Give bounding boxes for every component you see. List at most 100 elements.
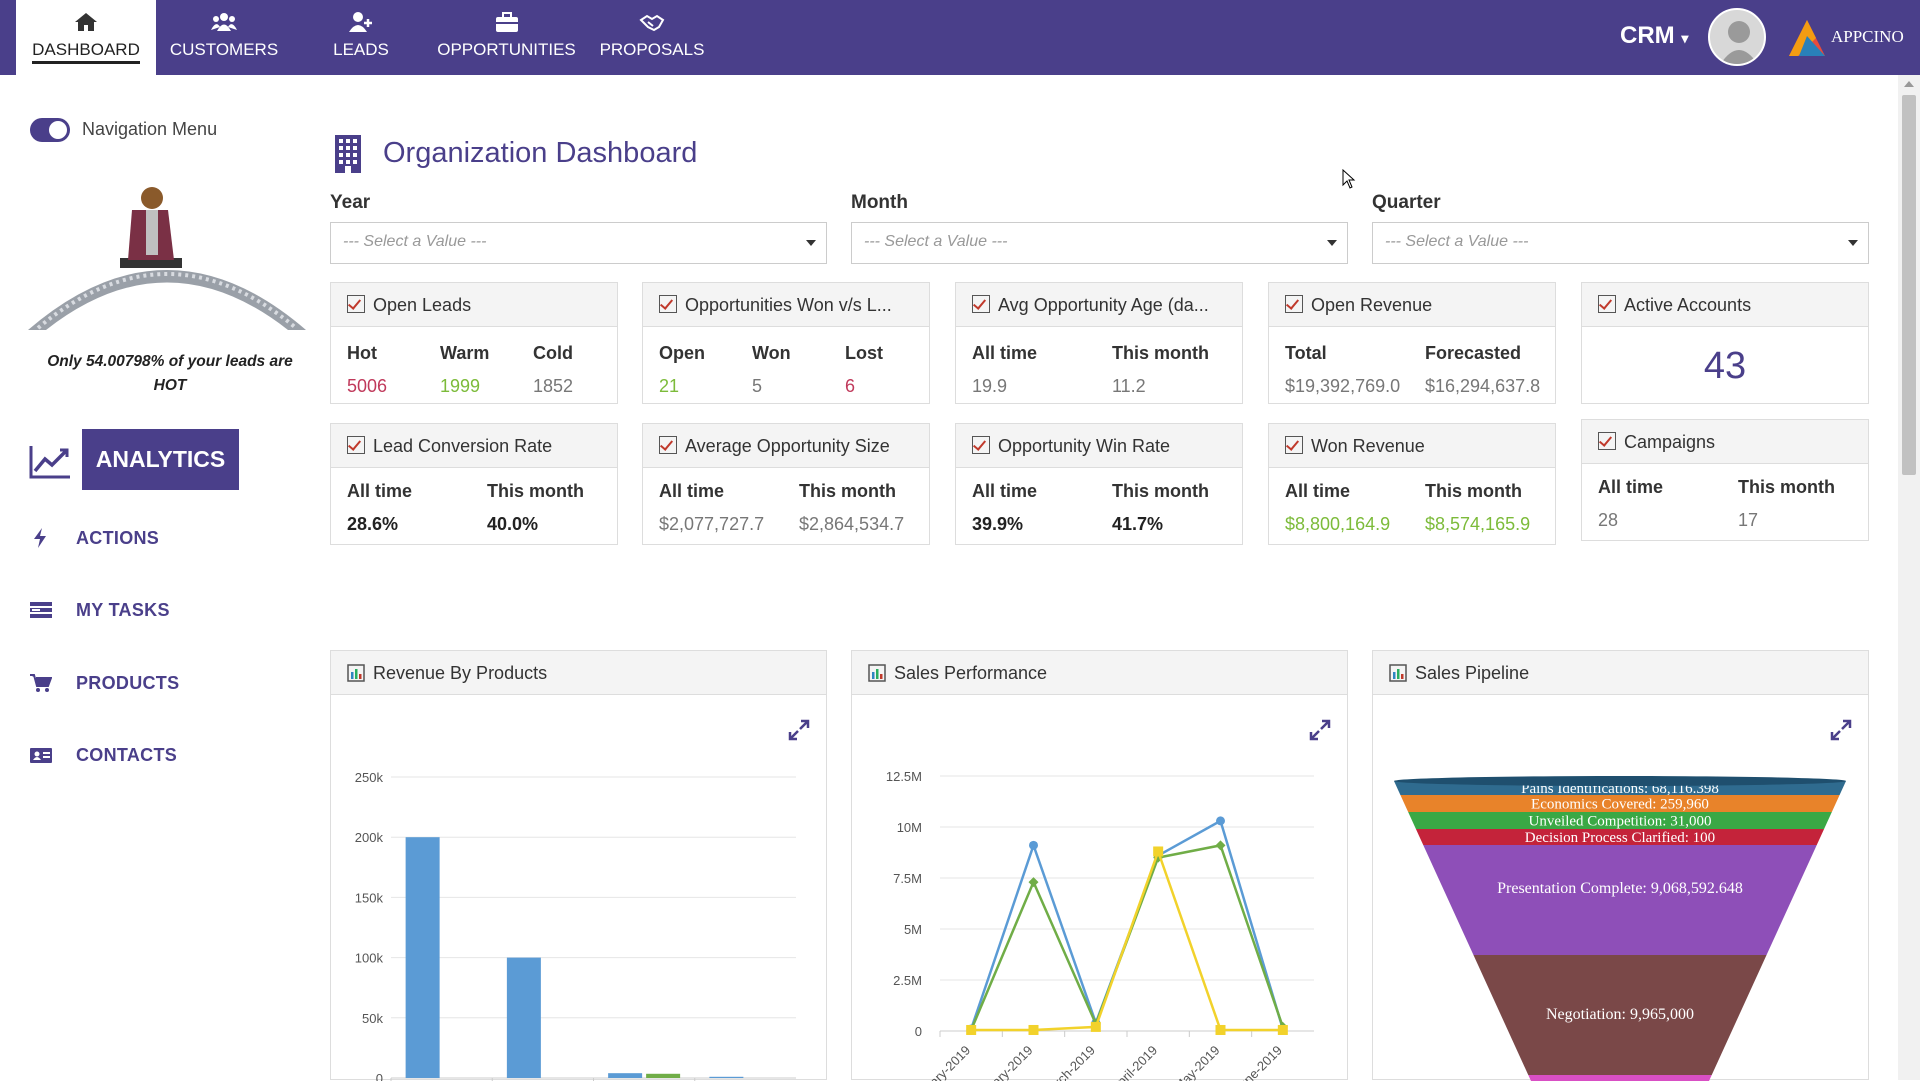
stat-value: 17: [1738, 510, 1759, 530]
funnel-stage: [1423, 845, 1817, 955]
bar: [709, 1076, 744, 1078]
tab-leads[interactable]: LEADS: [298, 0, 424, 75]
top-navbar: DASHBOARD CUSTOMERS LEADS OPPORTUNITIES …: [0, 0, 1920, 75]
sidebar-item-contacts[interactable]: CONTACTS: [30, 744, 177, 766]
contact-card-icon: [30, 748, 52, 764]
sales-performance-panel: Sales Performance 0 2.5M 5M 7.5M 10M 12.5M Jan…: [851, 650, 1348, 1081]
tab-customers[interactable]: CUSTOMERS: [160, 0, 288, 75]
lost-stat: Lost 6: [845, 343, 883, 397]
card-title: Lead Conversion Rate: [373, 436, 553, 456]
stat-label: All time: [347, 481, 413, 501]
stat-label: This month: [799, 481, 896, 501]
funnel-stage-label: Negotiation: 9,965,000: [1546, 1006, 1694, 1023]
sidebar-item-my-tasks[interactable]: MY TASKS: [30, 599, 170, 621]
stat-label: All time: [972, 343, 1038, 363]
revenue-bar-chart: 050k100k150k200k250kle Loanal Loans 9300…: [355, 770, 796, 1081]
quarter-label: Quarter: [1372, 192, 1441, 213]
scroll-up-icon[interactable]: [1904, 81, 1914, 87]
card-title: Avg Opportunity Age (da...: [998, 295, 1209, 315]
y-tick-label: 100k: [355, 951, 384, 966]
stat-value: 39.9%: [972, 514, 1024, 534]
active-accounts-value: 43: [1703, 345, 1747, 387]
won-stat: Won 5: [752, 343, 791, 397]
series-point: [1277, 1024, 1288, 1035]
series-point: [1153, 846, 1164, 857]
avatar[interactable]: [1708, 8, 1766, 66]
bolt-icon: [34, 528, 46, 549]
y-tick-label: 7.5M: [893, 871, 922, 886]
series-point: [1029, 840, 1038, 850]
checkbox-icon: [1598, 432, 1616, 450]
tab-label: DASHBOARD: [32, 40, 140, 64]
opportunities-won-card: Opportunities Won v/s L... Open 21 Won 5 L…: [642, 282, 930, 404]
tab-opportunities[interactable]: OPPORTUNITIES: [436, 0, 577, 75]
x-tick-label: May-2019: [1171, 1043, 1222, 1081]
stat-label: All time: [1285, 481, 1351, 501]
checkbox-icon: [1285, 436, 1303, 454]
x-tick-label: February-2019: [965, 1043, 1036, 1081]
hot-leads-message: Only 54.00798% of your leads are HOT: [47, 353, 293, 394]
navigation-menu-label: Navigation Menu: [82, 119, 218, 139]
campaigns-card: Campaigns All time 28 This month 17: [1581, 419, 1869, 541]
year-select-value: --- Select a Value ---: [343, 233, 487, 250]
funnel-stage-label: Unveiled Competition: 31,000: [1529, 814, 1712, 830]
year-select[interactable]: --- Select a Value ---: [330, 222, 827, 264]
y-tick-label: 250k: [355, 770, 384, 785]
tab-proposals[interactable]: PROPOSALS: [589, 0, 715, 75]
navigation-menu-toggle[interactable]: [30, 118, 70, 142]
hot-stat: Hot 5006: [347, 343, 387, 397]
mascot-illustration: [28, 187, 306, 330]
series-point: [1090, 1021, 1101, 1032]
funnel-stage-label: Decision Process Clarified: 100: [1525, 830, 1715, 846]
stat-label: Hot: [347, 343, 377, 363]
stat-label: This month: [1112, 343, 1209, 363]
x-tick-label: March-2019: [1038, 1043, 1098, 1081]
expand-icon[interactable]: [788, 719, 810, 741]
checkbox-icon: [347, 436, 365, 454]
crm-menu[interactable]: CRM ▾: [1620, 22, 1688, 50]
quarter-select[interactable]: --- Select a Value ---: [1372, 222, 1869, 264]
cart-icon: [30, 674, 52, 693]
analytics-button[interactable]: ANALYTICS: [82, 429, 239, 490]
tab-dashboard[interactable]: DASHBOARD: [16, 0, 156, 75]
series-point: [966, 1024, 977, 1035]
building-icon: [335, 135, 361, 173]
expand-icon[interactable]: [1830, 719, 1852, 741]
handshake-icon: [639, 14, 665, 32]
all-time-stat: All time 28.6%: [347, 481, 412, 535]
sidebar-item-label: CONTACTS: [76, 744, 178, 765]
stat-value: 40.0%: [487, 514, 539, 534]
sidebar-item-products[interactable]: PRODUCTS: [30, 672, 179, 694]
all-time-stat: All time 28: [1598, 477, 1663, 531]
scrollbar-thumb[interactable]: [1902, 95, 1916, 475]
stat-label: This month: [1112, 481, 1209, 501]
avg-opportunity-age-card: Avg Opportunity Age (da... All time 19.9 …: [955, 282, 1243, 404]
x-tick-label: April-2019: [1108, 1043, 1161, 1081]
expand-icon[interactable]: [1309, 719, 1331, 741]
series-point: [1215, 1024, 1226, 1035]
won-revenue-card: Won Revenue All time $8,800,164.9 This mo…: [1268, 423, 1556, 545]
funnel-stage: [1473, 955, 1767, 1075]
stat-label: This month: [487, 481, 584, 501]
y-tick-label: 0: [376, 1071, 383, 1081]
funnel-stage: [1408, 812, 1832, 829]
series-line: [969, 819, 1285, 1030]
stat-value: $16,294,637.8: [1425, 376, 1541, 396]
card-title: Active Accounts: [1624, 295, 1752, 315]
sidebar-item-actions[interactable]: ACTIONS: [30, 527, 159, 549]
bar: [506, 957, 541, 1078]
stat-value: $2,077,727.7: [659, 514, 765, 534]
bar-chart-icon: [1389, 664, 1407, 682]
bar-chart-icon: [347, 664, 365, 682]
year-label: Year: [330, 192, 371, 213]
checkbox-icon: [1285, 295, 1303, 313]
month-select[interactable]: --- Select a Value ---: [851, 222, 1348, 264]
stat-value: 5: [752, 376, 763, 396]
lead-conversion-card: Lead Conversion Rate All time 28.6% This …: [330, 423, 618, 545]
stat-value: 1999: [440, 376, 481, 396]
page-scrollbar[interactable]: [1898, 75, 1920, 1080]
user-plus-icon: [349, 12, 372, 32]
bar: [405, 837, 440, 1078]
stat-value: 28: [1598, 510, 1619, 530]
all-time-stat: All time 39.9%: [972, 481, 1037, 535]
